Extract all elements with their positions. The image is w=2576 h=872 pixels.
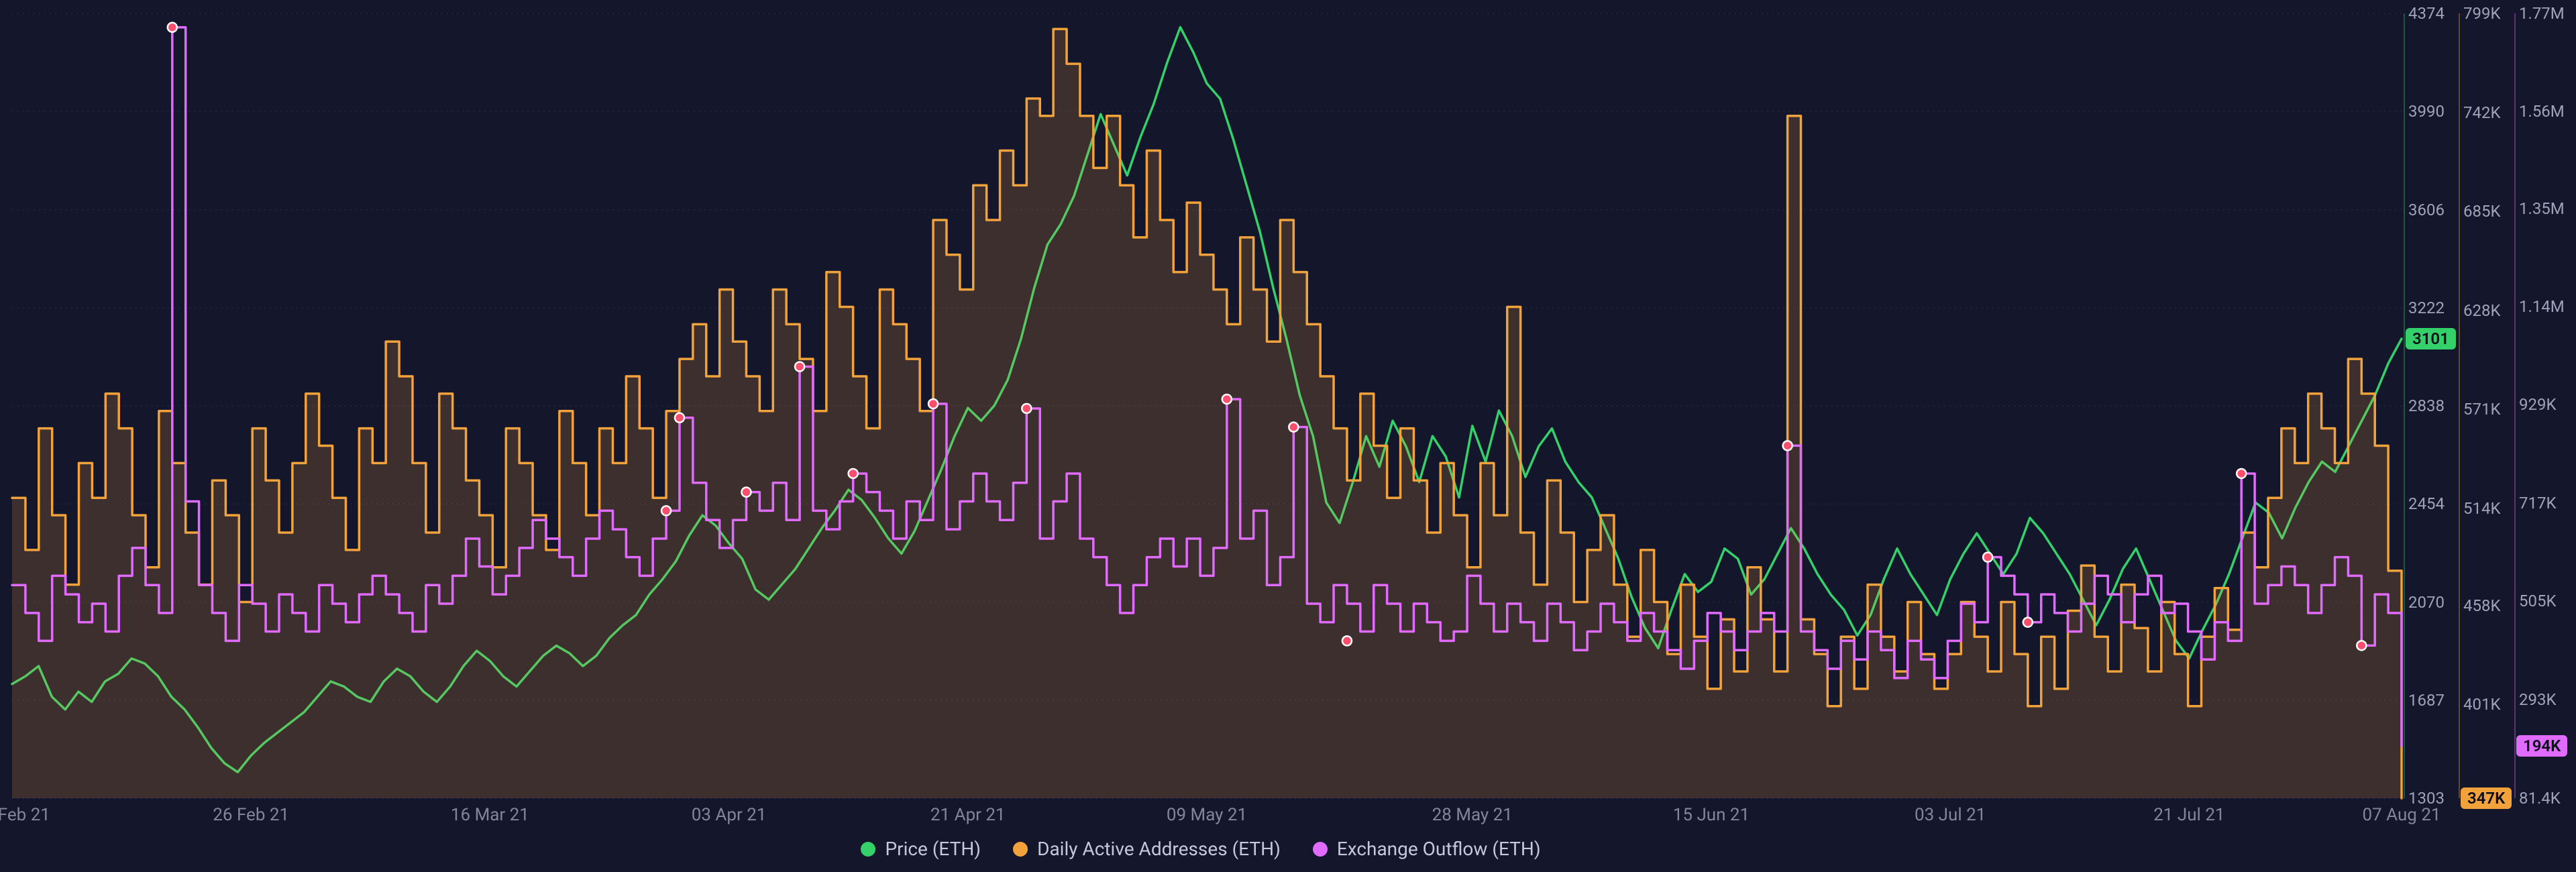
y-tick: 1.77M xyxy=(2519,4,2565,23)
x-axis-label: 15 Jun 21 xyxy=(1673,805,1750,825)
legend-swatch-price xyxy=(861,842,875,857)
x-axis-label: 21 Apr 21 xyxy=(930,805,1006,825)
current-value-badge-outflow: 194K xyxy=(2516,735,2567,757)
y-tick: 3990 xyxy=(2408,102,2445,121)
x-axis-label: 28 May 21 xyxy=(1432,805,1513,825)
x-axis-label: 16 Mar 21 xyxy=(451,805,529,825)
y-tick: 81.4K xyxy=(2519,789,2561,808)
y-tick: 2070 xyxy=(2408,593,2445,612)
y-tick: 293K xyxy=(2519,690,2557,709)
y-tick: 4374 xyxy=(2408,4,2445,23)
x-axis-label: 03 Jul 21 xyxy=(1915,805,1986,825)
y-tick: 1.14M xyxy=(2519,297,2565,316)
y-tick: 929K xyxy=(2519,395,2557,414)
y-axis-outflow: 81.4K293K505K717K929K1.14M1.35M1.56M1.77… xyxy=(2519,0,2573,798)
y-tick: 1303 xyxy=(2408,789,2445,808)
y-tick: 799K xyxy=(2463,4,2501,23)
x-axis-label: 08 Feb 21 xyxy=(0,805,50,825)
y-tick: 742K xyxy=(2463,103,2501,122)
legend-label-price: Price (ETH) xyxy=(885,838,981,860)
y-tick: 3222 xyxy=(2408,298,2445,317)
legend-swatch-daa xyxy=(1013,842,1028,857)
y-tick: 3606 xyxy=(2408,201,2445,219)
current-value-badge-daa: 347K xyxy=(2461,787,2512,809)
y-tick: 1687 xyxy=(2408,691,2445,710)
legend-item-outflow[interactable]: Exchange Outflow (ETH) xyxy=(1313,838,1541,860)
y-tick: 514K xyxy=(2463,499,2501,518)
y-tick: 2454 xyxy=(2408,494,2445,513)
current-value-badge-price: 3101 xyxy=(2406,328,2456,349)
y-tick: 458K xyxy=(2463,596,2501,615)
y-tick: 1.35M xyxy=(2519,199,2565,218)
y-tick: 1.56M xyxy=(2519,102,2565,121)
legend-swatch-outflow xyxy=(1313,842,1328,857)
x-axis-labels: 08 Feb 21 26 Feb 21 16 Mar 21 03 Apr 21 21 A… xyxy=(0,805,2402,825)
y-tick: 717K xyxy=(2519,494,2557,512)
y-axes: 1303168720702454283832223606399043743101… xyxy=(2402,0,2576,798)
legend-label-daa: Daily Active Addresses (ETH) xyxy=(1037,838,1281,860)
y-axis-daa: 401K458K514K571K628K685K742K799K347K xyxy=(2463,0,2510,798)
y-tick: 505K xyxy=(2519,592,2557,610)
y-tick: 401K xyxy=(2463,695,2501,714)
x-axis-label: 21 Jul 21 xyxy=(2153,805,2224,825)
chart-svg[interactable] xyxy=(0,0,2576,872)
y-tick: 685K xyxy=(2463,202,2501,221)
y-tick: 2838 xyxy=(2408,396,2445,415)
x-axis-label: 07 Aug 21 xyxy=(2362,805,2440,825)
y-tick: 628K xyxy=(2463,301,2501,320)
y-axis-price: 1303168720702454283832223606399043743101 xyxy=(2408,0,2455,798)
legend-label-outflow: Exchange Outflow (ETH) xyxy=(1337,838,1541,860)
y-tick: 571K xyxy=(2463,400,2501,419)
chart-legend: Price (ETH) Daily Active Addresses (ETH)… xyxy=(0,838,2402,860)
x-axis-label: 03 Apr 21 xyxy=(692,805,767,825)
legend-item-price[interactable]: Price (ETH) xyxy=(861,838,981,860)
x-axis-label: 26 Feb 21 xyxy=(213,805,289,825)
x-axis-label: 09 May 21 xyxy=(1167,805,1247,825)
legend-item-daa[interactable]: Daily Active Addresses (ETH) xyxy=(1013,838,1281,860)
chart-container: 08 Feb 21 26 Feb 21 16 Mar 21 03 Apr 21 21 A… xyxy=(0,0,2576,872)
